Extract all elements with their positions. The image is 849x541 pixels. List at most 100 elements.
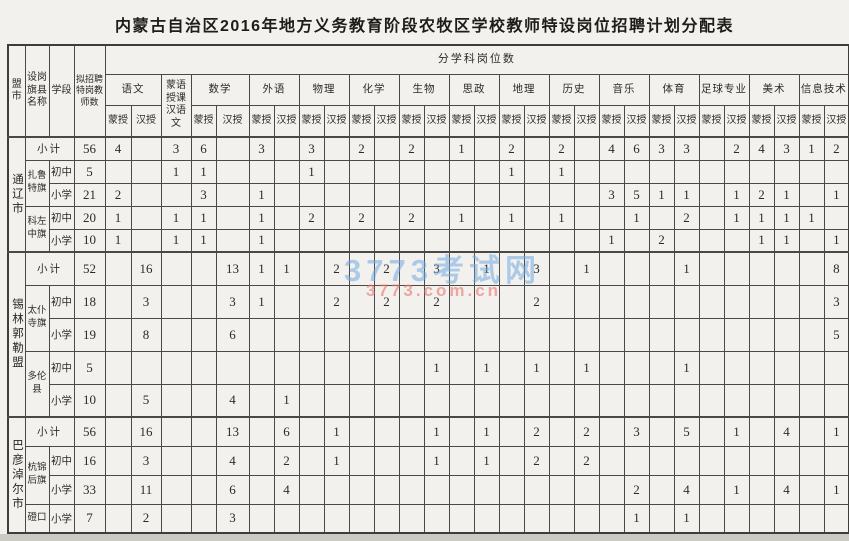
value-cell [723,503,750,534]
value-cell [698,317,725,352]
value-cell [498,416,525,447]
value-cell [723,159,750,184]
value-cell [623,350,650,385]
value-cell [298,503,325,534]
value-cell: 1 [104,205,132,230]
value-cell: 1 [190,228,217,253]
header-planned-count: 拟招聘特岗教师数 [73,44,106,138]
value-cell [823,383,849,418]
value-cell [373,228,400,253]
value-cell [298,251,325,286]
county-cell: 扎鲁特旗 [24,159,50,207]
value-cell [548,317,575,352]
total-teachers-cell: 18 [73,284,106,319]
header-mongolian-taught: 蒙授 [748,104,775,138]
header-subject: 信息技术 [798,73,849,106]
league-city-label: 巴彦淖尔市 [11,438,23,512]
value-cell: 3 [190,182,217,207]
value-cell [673,228,700,253]
value-cell [398,317,425,352]
value-cell [798,228,825,253]
value-cell [623,317,650,352]
value-cell [190,416,217,447]
value-cell [373,383,400,418]
value-cell [215,182,250,207]
value-cell [748,474,775,505]
value-cell [104,383,132,418]
value-cell [104,350,132,385]
value-cell [160,284,192,319]
value-cell [548,284,575,319]
value-cell: 1 [190,159,217,184]
value-cell [348,251,375,286]
header-subject: 音乐 [598,73,650,106]
value-cell [398,503,425,534]
county-cell: 杭锦后旗 [24,445,50,505]
value-cell [248,474,275,505]
value-cell [798,251,825,286]
value-cell [448,416,475,447]
value-cell [748,503,775,534]
total-teachers-cell: 5 [73,350,106,385]
value-cell: 1 [623,205,650,230]
value-cell [598,205,625,230]
value-cell [648,474,675,505]
value-cell [748,317,775,352]
value-cell [248,159,275,184]
subtotal-label-cell: 小计 [24,416,75,447]
value-cell: 2 [273,445,300,476]
value-cell [160,251,192,286]
value-cell [160,416,192,447]
value-cell [698,474,725,505]
value-cell [215,159,250,184]
value-cell [548,383,575,418]
value-cell [523,205,550,230]
value-cell: 1 [298,159,325,184]
county-cell: 多伦县 [24,350,50,418]
value-cell: 3 [215,284,250,319]
total-teachers-cell: 56 [73,416,106,447]
value-cell: 3 [248,136,275,161]
value-cell [573,317,600,352]
value-cell [748,416,775,447]
value-cell: 1 [323,416,350,447]
value-cell [104,416,132,447]
value-cell [723,228,750,253]
header-subject: 历史 [548,73,600,106]
value-cell [215,136,250,161]
recruitment-table: 盟市 设岗旗县名称 学段 拟招聘特岗教师数 分学科岗位数 语文 蒙语授课汉语文 数学 外语 物理化… [7,44,849,534]
value-cell [498,317,525,352]
header-subject: 体育 [648,73,700,106]
header-mongolian-taught: 蒙授 [698,104,725,138]
value-cell: 2 [104,182,132,207]
value-cell [598,251,625,286]
value-cell [273,205,300,230]
value-cell: 1 [498,205,525,230]
value-cell: 1 [423,350,450,385]
value-cell: 3 [648,136,675,161]
value-cell [373,474,400,505]
value-cell: 6 [190,136,217,161]
value-cell [373,317,400,352]
value-cell [373,136,400,161]
total-teachers-cell: 7 [73,503,106,534]
header-subject: 生物 [398,73,450,106]
value-cell [273,503,300,534]
value-cell: 1 [748,205,775,230]
value-cell: 3 [523,251,550,286]
value-cell: 6 [623,136,650,161]
value-cell [723,317,750,352]
value-cell [548,503,575,534]
value-cell [373,416,400,447]
value-cell [398,474,425,505]
header-chinese-taught: 汉授 [823,104,849,138]
value-cell: 2 [373,284,400,319]
value-cell [398,416,425,447]
value-cell [160,383,192,418]
header-subject: 语文 [104,73,162,106]
value-cell [798,383,825,418]
value-cell [698,182,725,207]
value-cell [160,445,192,476]
value-cell: 2 [423,284,450,319]
value-cell [104,474,132,505]
